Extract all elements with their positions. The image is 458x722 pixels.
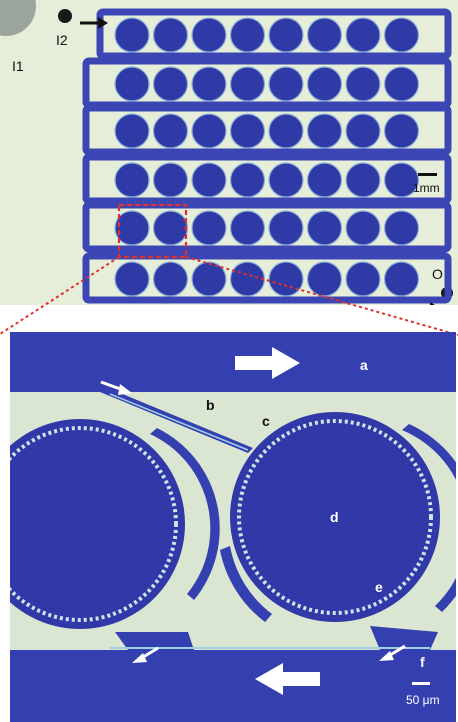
- channel-row: [82, 201, 452, 253]
- channel-row: [82, 153, 452, 205]
- right-chamber: [230, 412, 440, 622]
- magnified-panel: a b c d e f 50 μm: [10, 332, 456, 722]
- chamber: [152, 66, 189, 102]
- chamber: [345, 210, 381, 246]
- chamber: [268, 261, 304, 297]
- chip-overview-image: 1mm I1 I2 O: [0, 0, 458, 305]
- inlet-1-port: [0, 0, 36, 36]
- label-b: b: [206, 397, 215, 413]
- chamber: [383, 162, 420, 198]
- chamber: [191, 113, 227, 149]
- chamber: [229, 113, 266, 149]
- chamber: [306, 162, 343, 198]
- chamber: [114, 17, 150, 53]
- left-chamber: [10, 419, 185, 629]
- chamber: [306, 210, 343, 246]
- chamber: [191, 17, 227, 53]
- chamber: [383, 17, 420, 53]
- chamber: [268, 210, 304, 246]
- chamber: [345, 113, 381, 149]
- chamber: [152, 162, 189, 198]
- small-arrow-right-outlet: [379, 644, 406, 661]
- right-chamber-neck: [370, 626, 438, 650]
- diagonal-channel-highlight: [109, 393, 249, 451]
- bottom-flow-channel: [10, 650, 456, 722]
- chamber: [383, 261, 420, 297]
- inlet-2-label: I2: [56, 32, 68, 48]
- top-flow-channel: [10, 332, 456, 392]
- bottom-scale-label: 50 μm: [406, 693, 440, 707]
- left-chamber-neck: [115, 632, 194, 650]
- chamber: [268, 162, 304, 198]
- small-arrow-inlet: [100, 380, 132, 395]
- label-a: a: [360, 357, 368, 373]
- chamber: [229, 17, 266, 53]
- inlet-arrow: [80, 17, 108, 29]
- top-scale-bar: [418, 173, 437, 176]
- chamber: [229, 162, 266, 198]
- inlet-2-port: [58, 9, 72, 23]
- chamber: [191, 66, 227, 102]
- channel-row: [96, 8, 452, 60]
- inlet-1-label: I1: [12, 58, 24, 74]
- chamber: [114, 261, 150, 297]
- chamber: [383, 66, 420, 102]
- chamber: [114, 113, 150, 149]
- flow-arrow-right: [235, 347, 300, 379]
- chamber: [229, 66, 266, 102]
- small-arrow-left-outlet: [132, 646, 159, 663]
- chamber: [114, 162, 150, 198]
- chamber: [383, 210, 420, 246]
- chamber: [229, 210, 266, 246]
- label-d: d: [330, 509, 339, 525]
- top-scale-label: 1mm: [413, 181, 440, 195]
- left-chamber-pore-ring: [10, 426, 178, 622]
- chamber: [268, 66, 304, 102]
- chamber: [114, 210, 150, 246]
- chamber: [191, 261, 227, 297]
- left-chamber-barrier: [150, 428, 220, 600]
- right-chamber-barrier: [402, 424, 456, 612]
- chamber: [345, 17, 381, 53]
- chamber: [383, 113, 420, 149]
- chamber: [191, 162, 227, 198]
- label-c: c: [262, 413, 270, 429]
- label-f: f: [420, 654, 425, 670]
- chamber: [345, 261, 381, 297]
- flow-arrow-left: [255, 663, 320, 695]
- chamber: [306, 66, 343, 102]
- label-e: e: [375, 579, 383, 595]
- chamber: [152, 113, 189, 149]
- channel-row: [82, 104, 452, 156]
- bottom-scale-bar: [412, 682, 430, 685]
- chamber: [268, 113, 304, 149]
- zoom-selection-box: [117, 203, 188, 259]
- right-chamber-side-barrier: [220, 546, 272, 622]
- chamber: [152, 261, 189, 297]
- outlet-label: O: [432, 266, 443, 282]
- chamber: [306, 113, 343, 149]
- chamber: [191, 210, 227, 246]
- chamber: [345, 162, 381, 198]
- chamber: [114, 66, 150, 102]
- chamber: [306, 261, 343, 297]
- magnified-image: a b c d e f 50 μm: [10, 332, 456, 722]
- chamber: [345, 66, 381, 102]
- chamber: [229, 261, 266, 297]
- chamber: [152, 210, 189, 246]
- chip-overview-panel: 1mm I1 I2 O: [0, 0, 458, 305]
- chamber: [268, 17, 304, 53]
- chamber: [306, 17, 343, 53]
- right-chamber-pore-ring: [237, 419, 433, 615]
- chamber: [152, 17, 189, 53]
